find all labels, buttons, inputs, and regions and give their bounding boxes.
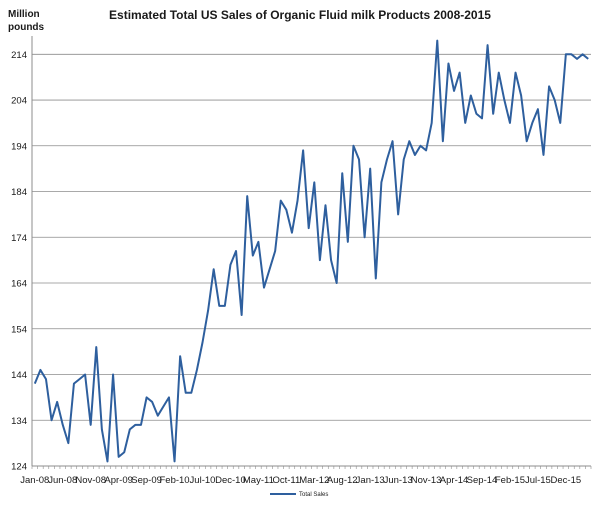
x-tick-label: Apr-14 [440,475,469,486]
x-tick-label: Sep-14 [467,475,498,486]
y-tick-label-134: 134 [11,416,27,427]
x-tick-label: Feb-10 [159,475,189,486]
chart-title: Estimated Total US Sales of Organic Flui… [109,8,491,22]
y-tick-label-214: 214 [11,50,27,61]
x-tick-label: Jul-10 [190,475,216,486]
x-tick-label: Feb-15 [495,475,525,486]
legend: Total Sales [270,492,328,498]
axes [31,36,592,469]
y-axis-label-line2: pounds [8,22,45,33]
x-tick-label: Jun-08 [48,475,77,486]
y-tick-label-204: 204 [11,96,27,107]
x-tick-label: Aug-12 [327,475,358,486]
y-tick-label-124: 124 [11,462,27,473]
x-tick-label: Dec-15 [551,475,582,486]
y-tick-label-194: 194 [11,141,27,152]
x-tick-label: Oct-11 [272,475,300,486]
x-tick-label: Jan-13 [356,475,385,486]
y-tick-label-154: 154 [11,324,27,335]
x-tick-label: Nov-13 [411,475,442,486]
x-tick-label: Sep-09 [131,475,162,486]
y-tick-label-144: 144 [11,370,27,381]
x-tick-label: Mar-12 [299,475,329,486]
series-line-total-sales [33,39,589,463]
gridlines [32,53,591,421]
y-tick-label-174: 174 [11,233,27,244]
x-tick-label: Jan-08 [20,475,49,486]
x-tick-label: Jul-15 [525,475,551,486]
y-tick-label-164: 164 [11,279,27,290]
y-tick-labels: 124 134 144 154 164 174 184 194 204 214 [11,50,27,473]
y-axis-label-line1: Million [8,9,40,20]
legend-label-total-sales: Total Sales [299,492,328,498]
x-tick-label: Dec-10 [215,475,246,486]
y-tick-label-184: 184 [11,187,27,198]
x-tick-label: Jun-13 [384,475,413,486]
x-tick-label: Apr-09 [104,475,133,486]
x-tick-label: May-11 [243,475,274,486]
plot-area [33,39,589,463]
x-tick-label: Nov-08 [75,475,106,486]
